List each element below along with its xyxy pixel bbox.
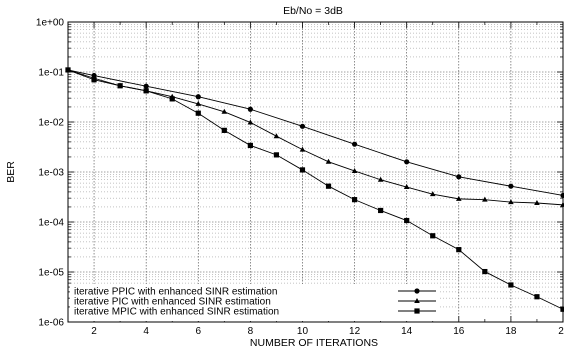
data-point [404,159,410,165]
data-point [378,207,384,214]
legend-label: iterative PPIC with enhanced SINR estima… [74,287,277,298]
data-point [247,119,254,125]
data-point [299,167,306,173]
data-point [325,158,332,164]
legend-marker [414,308,420,314]
data-point [325,183,332,189]
data-point [403,184,410,190]
x-tick-label: 16 [453,326,465,337]
legend-background [70,284,440,321]
x-tick-label: 6 [195,326,201,337]
data-point [508,282,514,288]
y-tick-label: 1e-06 [38,318,64,329]
data-point [508,199,514,205]
x-tick-label: 14 [401,326,413,337]
data-point [195,94,201,100]
data-point [377,176,384,182]
y-tick-label: 1e-05 [38,268,64,279]
data-point [273,133,280,139]
legend-label: iterative MPIC with enhanced SINR estima… [74,307,279,318]
legend: iterative PPIC with enhanced SINR estima… [70,284,440,321]
data-point [560,201,564,207]
data-point [482,268,488,275]
data-point [247,106,253,112]
data-point [455,195,462,201]
data-point [430,233,436,239]
x-tick-label: 12 [349,326,361,337]
data-point [534,294,540,300]
data-point [299,146,306,152]
data-point [456,247,462,253]
data-point [351,167,358,173]
data-point [351,141,358,147]
data-point [117,83,123,89]
data-point [143,88,149,94]
data-point [247,142,253,149]
series-layer [65,66,564,312]
x-tick-label: 10 [297,326,309,337]
data-point [482,196,488,202]
data-point [143,83,149,89]
x-tick-label: 8 [248,326,254,337]
data-point [351,197,358,203]
y-tick-label: 1e-02 [38,118,64,129]
data-point [456,174,462,180]
y-tick-label: 1e-03 [38,168,64,179]
data-point [534,199,540,205]
data-point [299,123,306,129]
series-square [65,67,564,312]
y-axis-ticks: 1e+00 1e-01 1e-02 1e-03 1e-04 1e-05 1e-06 [36,18,563,329]
data-point [560,192,564,199]
x-tick-label: 2 [91,326,97,337]
grid-lines [68,22,563,322]
data-point [91,77,97,83]
data-point [169,96,175,102]
data-point [404,217,410,224]
data-point [508,183,514,189]
data-point [429,191,436,197]
x-tick-label: 2 [558,326,564,337]
legend-label: iterative PIC with enhanced SINR estimat… [74,297,271,308]
series-line [67,69,564,310]
legend-marker [414,298,420,303]
y-tick-label: 1e-01 [38,68,64,79]
data-point [221,127,227,133]
data-point [65,67,71,73]
y-tick-label: 1e-04 [38,218,64,229]
data-point [195,100,202,106]
data-point [560,306,564,312]
y-axis-label: BER [5,161,17,183]
x-tick-label: 18 [505,326,517,337]
series-circle [65,67,564,199]
chart-title: Eb/No = 3dB [283,5,343,17]
x-axis-label: NUMBER OF ITERATIONS [250,337,378,349]
data-point [273,152,280,158]
legend-marker [414,288,420,294]
data-point [195,110,201,116]
y-tick-label: 1e+00 [36,18,65,29]
x-tick-label: 4 [143,326,149,337]
data-point [221,108,228,114]
